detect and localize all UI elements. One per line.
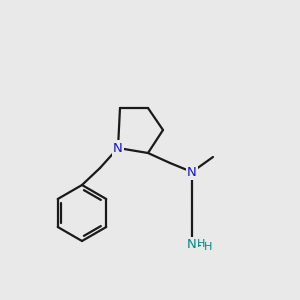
Text: N: N [113, 142, 123, 154]
Text: H: H [197, 239, 205, 249]
Text: N: N [187, 238, 197, 251]
Text: H: H [204, 242, 212, 252]
Text: N: N [187, 166, 197, 178]
